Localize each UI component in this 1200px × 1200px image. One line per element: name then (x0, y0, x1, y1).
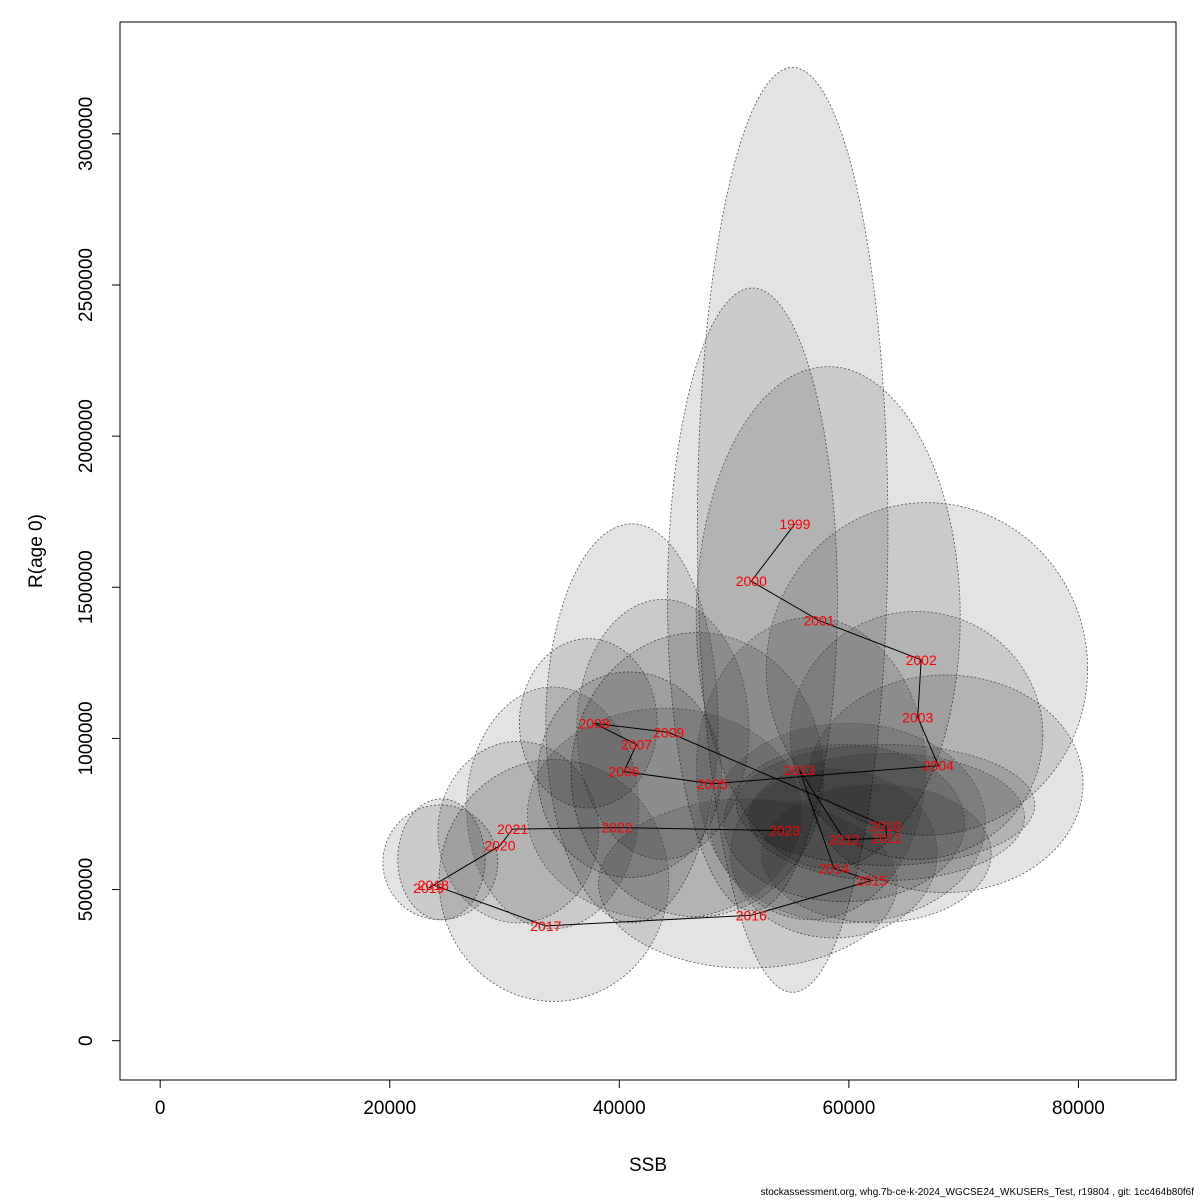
y-tick-label: 2500000 (76, 248, 97, 322)
axes: 0 20000 40000 60000 80000 0 500000 1000000 15000… (76, 97, 1105, 1119)
x-tick-label: 80000 (1052, 1098, 1105, 1119)
confidence-ellipse-2006 (537, 671, 722, 878)
confidence-ellipse-2002 (765, 502, 1089, 836)
confidence-ellipse-2021 (466, 686, 640, 930)
year-label-2008: 2008 (578, 715, 609, 731)
year-label-2009: 2009 (653, 724, 684, 740)
x-axis-label: SSB (629, 1155, 667, 1176)
confidence-ellipse-1999 (696, 66, 889, 993)
confidence-ellipse-2014 (730, 768, 938, 939)
confidence-ellipse-2011 (748, 753, 1025, 881)
year-label-1999: 1999 (779, 516, 810, 532)
year-label-2004: 2004 (923, 758, 954, 774)
year-label-2005: 2005 (697, 776, 728, 792)
confidence-ellipse-2012 (723, 744, 966, 903)
y-tick-label: 1000000 (76, 701, 97, 775)
confidence-ellipse-2016 (598, 798, 898, 969)
y-tick-label: 3000000 (76, 97, 97, 171)
year-label-2013: 2013 (784, 762, 815, 778)
y-tick-label: 2000000 (76, 399, 97, 473)
year-label-2001: 2001 (803, 613, 834, 629)
x-tick-label: 40000 (593, 1098, 646, 1119)
confidence-ellipse-2000 (667, 287, 838, 912)
year-label-2012: 2012 (829, 832, 860, 848)
confidence-ellipse-2010 (735, 744, 1036, 866)
x-tick-label: 20000 (363, 1098, 416, 1119)
confidence-ellipse-2007 (545, 523, 719, 924)
year-label-2000: 2000 (736, 573, 767, 589)
year-label-2016: 2016 (736, 907, 767, 923)
year-label-2006: 2006 (608, 764, 639, 780)
year-label-2003: 2003 (902, 709, 933, 725)
confidence-ellipse-2009 (576, 598, 750, 860)
confidence-ellipse-2001 (695, 366, 961, 869)
year-label-2007: 2007 (621, 736, 652, 752)
stock-recruit-trajectory (428, 523, 940, 927)
year-label-2020: 2020 (484, 838, 515, 854)
year-label-2018: 2018 (418, 877, 449, 893)
y-tick-label: 500000 (76, 858, 97, 921)
year-label-2017: 2017 (530, 918, 561, 934)
year-label-2015: 2015 (856, 872, 887, 888)
y-axis-label: R(age 0) (26, 514, 47, 588)
year-label-2019: 2019 (413, 880, 444, 896)
confidence-ellipse-2023 (709, 722, 986, 924)
x-tick-label: 60000 (822, 1098, 875, 1119)
year-label-2022: 2022 (601, 820, 632, 836)
y-tick-label: 1500000 (76, 550, 97, 624)
footer-caption: stockassessment.org, whg.7b-ce-k-2024_WG… (760, 1187, 1194, 1198)
confidence-ellipses (382, 66, 1089, 1002)
confidence-ellipse-2013 (695, 617, 927, 921)
year-label-2010: 2010 (870, 818, 901, 834)
year-label-2002: 2002 (906, 652, 937, 668)
year-label-2011: 2011 (872, 830, 902, 846)
confidence-ellipse-2008 (519, 638, 658, 809)
year-label-2014: 2014 (818, 860, 849, 876)
year-label-2023: 2023 (769, 823, 800, 839)
confidence-ellipse-2020 (437, 741, 600, 924)
confidence-ellipse-2003 (789, 611, 1044, 860)
confidence-ellipse-2015 (761, 783, 992, 924)
year-labels: 1999 2000 2001 2002 2003 2004 2005 2006 2007 2008… (413, 516, 954, 934)
confidence-ellipse-2017 (438, 759, 670, 1002)
year-label-2021: 2021 (497, 821, 528, 837)
y-tick-label: 0 (76, 1035, 97, 1046)
x-tick-label: 0 (155, 1098, 166, 1119)
